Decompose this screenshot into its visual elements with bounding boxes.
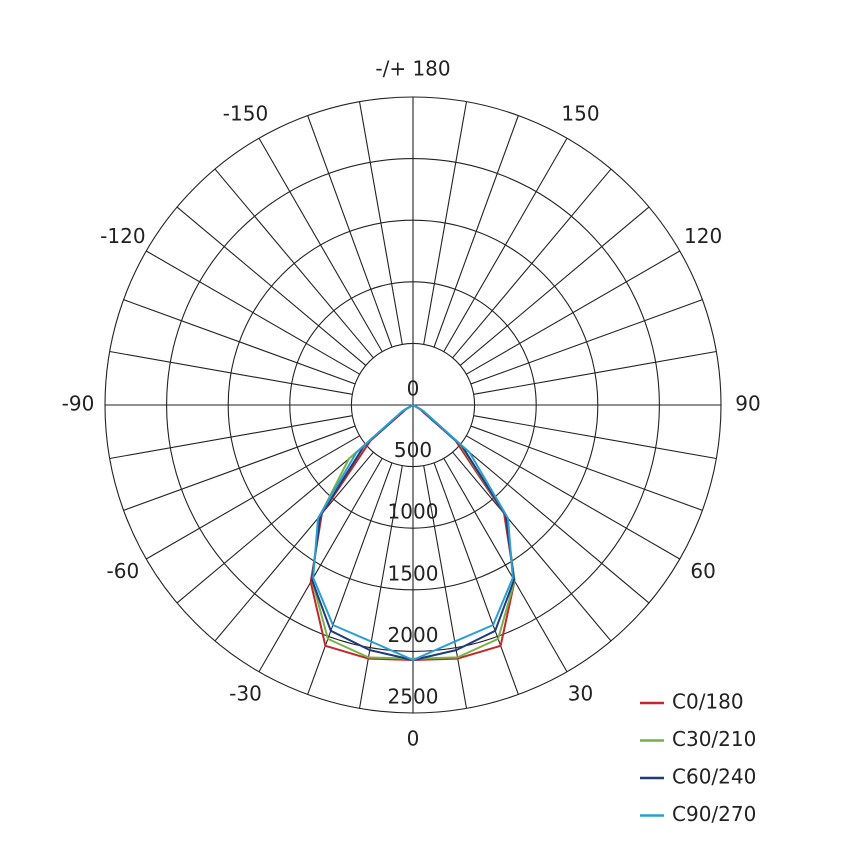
- grid-spoke: [443, 458, 568, 673]
- grid-spoke: [433, 115, 519, 348]
- legend-label: C60/240: [672, 765, 756, 789]
- grid-spoke: [466, 435, 681, 560]
- theta-tick-label: 150: [561, 101, 599, 125]
- grid-spoke: [470, 299, 703, 385]
- grid-spoke: [176, 444, 367, 604]
- grid-spoke: [423, 465, 468, 709]
- grid-spoke: [452, 451, 612, 642]
- theta-tick-label: -60: [107, 559, 140, 583]
- grid-spoke: [358, 101, 403, 345]
- series-line: [312, 404, 514, 661]
- grid-spoke: [358, 465, 403, 709]
- theta-tick-label: 90: [735, 392, 760, 416]
- theta-tick-label: 120: [684, 224, 722, 248]
- legend-label: C90/270: [672, 802, 756, 826]
- grid-spoke: [123, 299, 356, 385]
- r-tick-label: 1500: [388, 561, 439, 585]
- theta-tick-label: 60: [690, 559, 715, 583]
- grid-spoke: [452, 168, 612, 359]
- grid-spoke: [466, 250, 681, 375]
- theta-tick-label: -90: [62, 392, 95, 416]
- theta-tick-label: -150: [223, 101, 268, 125]
- grid-spoke: [214, 451, 374, 642]
- grid-spoke: [423, 101, 468, 345]
- theta-tick-label: 0: [407, 727, 420, 751]
- grid-spoke: [473, 350, 717, 395]
- grid-spoke: [145, 250, 360, 375]
- grid-spoke: [459, 206, 650, 366]
- grid-spoke: [109, 415, 353, 460]
- theta-tick-label: 30: [568, 682, 593, 706]
- grid-spoke: [443, 137, 568, 352]
- r-tick-label: 1000: [388, 500, 439, 524]
- theta-tick-label: -120: [100, 224, 145, 248]
- grid: [104, 96, 722, 714]
- grid-spoke: [473, 415, 717, 460]
- grid-spoke: [145, 435, 360, 560]
- r-tick-label: 500: [394, 438, 432, 462]
- grid-spoke: [307, 462, 393, 695]
- grid-spoke: [470, 425, 703, 511]
- r-tick-label: 2500: [388, 685, 439, 709]
- r-tick-label: 0: [407, 377, 420, 401]
- grid-spoke: [109, 350, 353, 395]
- grid-spoke: [176, 206, 367, 366]
- grid-spoke: [258, 137, 383, 352]
- legend-label: C0/180: [672, 690, 744, 714]
- grid-spoke: [258, 458, 383, 673]
- legend-label: C30/210: [672, 727, 756, 751]
- theta-tick-label: -/+ 180: [375, 57, 450, 81]
- grid-spoke: [123, 425, 356, 511]
- theta-tick-label: -30: [229, 682, 262, 706]
- grid-spoke: [214, 168, 374, 359]
- grid-spoke: [459, 444, 650, 604]
- grid-spoke: [433, 462, 519, 695]
- r-tick-label: 2000: [388, 623, 439, 647]
- grid-spoke: [307, 115, 393, 348]
